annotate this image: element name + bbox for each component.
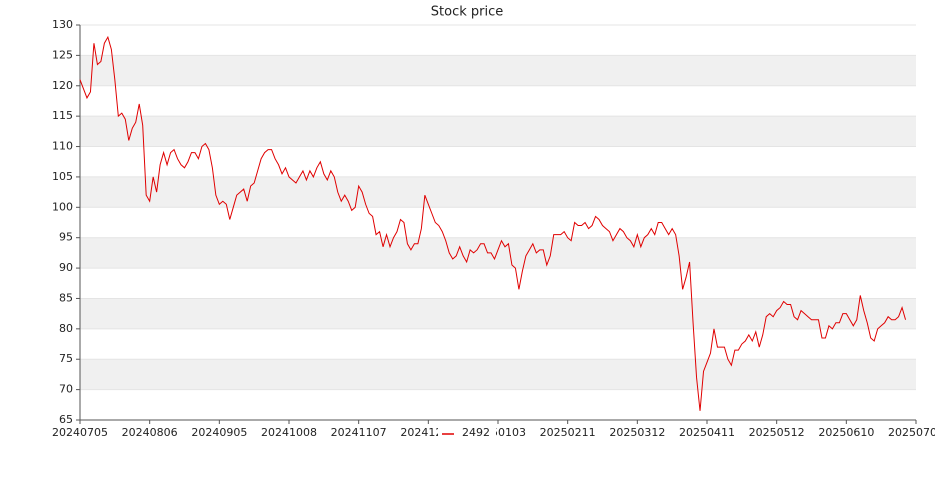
price-line (79, 35, 907, 411)
y-tick-label: 100 (52, 200, 73, 213)
y-tick-label: 120 (52, 79, 73, 92)
legend-box (438, 424, 496, 442)
x-tick-label: 20250709 (888, 426, 935, 439)
y-tick-label: 70 (59, 383, 73, 396)
grid-band (80, 359, 916, 390)
x-tick-label: 20250211 (540, 426, 596, 439)
x-tick-label: 20250312 (609, 426, 665, 439)
y-tick-label: 110 (52, 140, 73, 153)
y-tick-label: 85 (59, 291, 73, 304)
y-tick-label: 95 (59, 231, 73, 244)
y-tick-label: 105 (52, 170, 73, 183)
x-tick-label: 20241008 (261, 426, 317, 439)
grid-band (80, 298, 916, 329)
y-tick-label: 65 (59, 413, 73, 426)
x-tick-label: 20241107 (331, 426, 387, 439)
grid-band (80, 55, 916, 86)
x-tick-label: 20250411 (679, 426, 735, 439)
y-tick-label: 80 (59, 322, 73, 335)
y-tick-label: 90 (59, 261, 73, 274)
grid-band (80, 116, 916, 147)
x-tick-label: 20240905 (191, 426, 247, 439)
x-tick-label: 20250512 (749, 426, 805, 439)
grid-band (80, 237, 916, 269)
x-tick-label: 20240806 (122, 426, 178, 439)
y-tick-label: 130 (52, 18, 73, 31)
x-tick-label: 20250610 (818, 426, 874, 439)
y-tick-label: 125 (52, 48, 73, 61)
y-tick-label: 115 (52, 109, 73, 122)
legend-label: 2492 (462, 426, 490, 439)
y-tick-label: 75 (59, 352, 73, 365)
x-tick-label: 20240705 (52, 426, 108, 439)
chart-title: Stock price (431, 5, 503, 20)
grid-band (80, 176, 916, 208)
